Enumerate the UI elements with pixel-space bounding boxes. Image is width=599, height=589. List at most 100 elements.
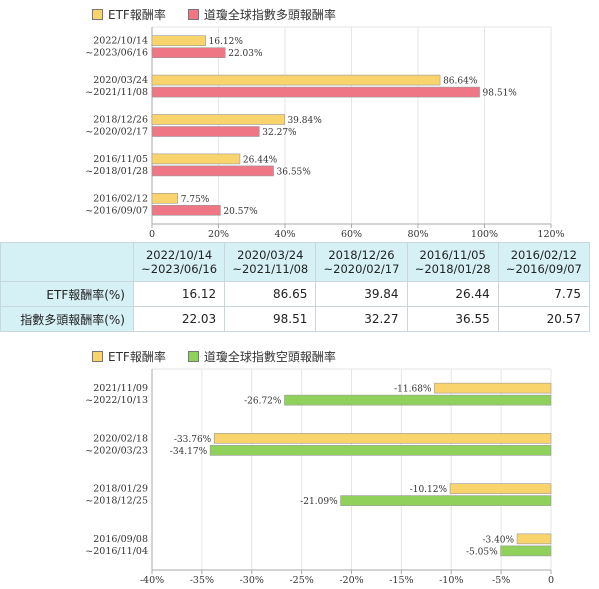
table-row-etf: ETF報酬率(%) 16.12 86.65 39.84 26.44 7.75: [0, 281, 591, 307]
bear-data-label: -21.09%: [300, 497, 338, 507]
legend-label-etf: ETF報酬率: [108, 350, 166, 364]
legend-swatch-etf: [92, 351, 103, 362]
bull-data-label: 39.84%: [287, 116, 322, 126]
bear-tick-label: -15%: [389, 575, 413, 586]
bull-bar: [151, 47, 226, 59]
legend-label-bear-index: 道瓊全球指數空頭報酬率: [203, 350, 336, 364]
bull-tick-label: 20%: [208, 229, 229, 240]
header-line2: ~2023/06/16: [141, 262, 218, 276]
bull-bar: [151, 114, 285, 125]
bull-tick-label: 100%: [471, 229, 498, 240]
bull-data-label: 20.57%: [223, 207, 258, 217]
bear-data-label: -11.68%: [394, 385, 432, 395]
table-header-cell: 2018/12/26 ~2020/02/17: [315, 242, 408, 282]
table-cell: 32.27: [315, 306, 408, 332]
chart1-legend: ETF報酬率 道瓊全球指數多頭報酬率: [92, 6, 358, 23]
bull-category-label: ~2020/02/17: [85, 127, 148, 138]
bull-bar: [151, 86, 480, 98]
bull-data-label: 22.03%: [228, 49, 263, 59]
row-label: ETF報酬率(%): [0, 281, 134, 307]
table-row-index: 指數多頭報酬率(%) 22.03 98.51 32.27 36.55 20.57: [0, 306, 591, 332]
bear-category-label: 2021/11/09: [93, 383, 148, 394]
table-corner-cell: [0, 242, 134, 282]
bull-tick-label: 0: [149, 229, 155, 240]
bear-data-label: -5.05%: [466, 547, 498, 557]
bear-bar: [449, 483, 552, 494]
bear-tick-label: -40%: [140, 575, 164, 586]
header-line1: 2022/10/14: [145, 248, 213, 262]
legend-item-bear-index: 道瓊全球指數空頭報酬率: [187, 348, 336, 365]
bear-data-label: -26.72%: [244, 397, 282, 407]
header-line1: 2018/12/26: [328, 248, 395, 262]
bull-data-label: 7.75%: [181, 195, 210, 205]
bull-market-chart-svg: 0 20% 40% 60% 80% 100% 120% 2022/10/14~2023/06/…: [85, 26, 565, 240]
header-line2: ~2021/11/08: [232, 262, 309, 276]
bull-market-chart: 0 20% 40% 60% 80% 100% 120% 2022/10/14 ~2023/06/…: [0, 0, 599, 242]
bull-bar: [151, 35, 206, 47]
bear-bar: [434, 382, 552, 394]
table-header-cell: 2020/03/24 ~2021/11/08: [224, 242, 317, 282]
table-header-row: 2022/10/14 ~2023/06/16 2020/03/24 ~2021/11…: [0, 242, 591, 282]
bull-bar: [151, 126, 260, 137]
table-cell: 22.03: [132, 306, 226, 332]
header-line2: ~2020/02/17: [323, 262, 400, 276]
bear-data-label: -10.12%: [410, 485, 448, 495]
bull-category-label: 2020/03/24: [93, 75, 148, 86]
chart2-legend: ETF報酬率 道瓊全球指數空頭報酬率: [92, 348, 358, 365]
legend-label-bull-index: 道瓊全球指數多頭報酬率: [203, 8, 336, 22]
bull-tick-label: 120%: [537, 229, 564, 240]
header-line2: ~2018/01/28: [414, 262, 491, 276]
bear-tick-label: -10%: [439, 575, 463, 586]
bear-bar: [209, 445, 552, 456]
bear-bar: [340, 495, 552, 506]
bear-category-label: ~2016/11/04: [85, 546, 148, 557]
bull-bar: [151, 153, 241, 165]
bear-tick-label: -30%: [240, 575, 264, 586]
bear-tick-label: -25%: [289, 575, 313, 586]
bear-tick-label: -35%: [190, 575, 214, 586]
bull-category-label: 2018/12/26: [93, 115, 148, 126]
legend-label-etf: ETF報酬率: [108, 8, 166, 22]
table-header-cell: 2016/02/12 ~2016/09/07: [497, 242, 591, 282]
bull-data-label: 36.55%: [277, 167, 312, 177]
bull-category-label: 2016/02/12: [93, 193, 148, 204]
bear-tick-label: -5%: [492, 575, 510, 586]
bear-bar: [516, 533, 552, 545]
legend-swatch-etf: [92, 9, 103, 20]
bull-bar: [151, 74, 441, 86]
bull-bar: [151, 193, 179, 204]
bull-category-label: ~2023/06/16: [85, 48, 148, 59]
bear-data-label: -34.17%: [170, 447, 208, 457]
bull-tick-label: 80%: [407, 229, 428, 240]
bull-bar: [151, 165, 274, 177]
bear-data-label: -33.76%: [174, 435, 212, 445]
bull-data-label: 26.44%: [243, 155, 278, 165]
bull-tick-label: 40%: [274, 229, 295, 240]
table-cell: 7.75: [497, 281, 591, 307]
bull-category-label: 2022/10/14: [93, 36, 148, 47]
table-header-cell: 2016/11/05 ~2018/01/28: [406, 242, 499, 282]
legend-swatch-bull-index: [187, 9, 199, 20]
table-header-cell: 2022/10/14 ~2023/06/16: [132, 242, 226, 282]
bull-category-label: ~2016/09/07: [85, 205, 148, 216]
returns-table: 2022/10/14 ~2023/06/16 2020/03/24 ~2021/11…: [0, 242, 591, 332]
bear-bar: [500, 545, 552, 557]
header-line1: 2020/03/24: [237, 248, 304, 262]
bear-category-label: ~2020/03/23: [85, 445, 148, 456]
bear-category-label: 2018/01/29: [93, 484, 148, 495]
bear-bar: [284, 394, 552, 406]
bull-category-label: ~2021/11/08: [85, 87, 148, 98]
bear-category-label: ~2022/10/13: [85, 395, 148, 406]
table-cell: 16.12: [132, 281, 226, 307]
bear-tick-label: 0: [548, 575, 554, 586]
table-cell: 20.57: [497, 306, 591, 332]
bull-category-label: 2016/11/05: [93, 154, 148, 165]
bear-tick-label: -20%: [339, 575, 363, 586]
header-line1: 2016/02/12: [510, 248, 578, 262]
bull-bar: [151, 205, 221, 216]
row-label: 指數多頭報酬率(%): [0, 306, 134, 332]
bear-data-label: -3.40%: [482, 535, 514, 545]
bull-data-label: 86.64%: [443, 77, 478, 87]
header-line1: 2016/11/05: [419, 248, 486, 262]
bull-category-label: ~2018/01/28: [85, 166, 148, 177]
